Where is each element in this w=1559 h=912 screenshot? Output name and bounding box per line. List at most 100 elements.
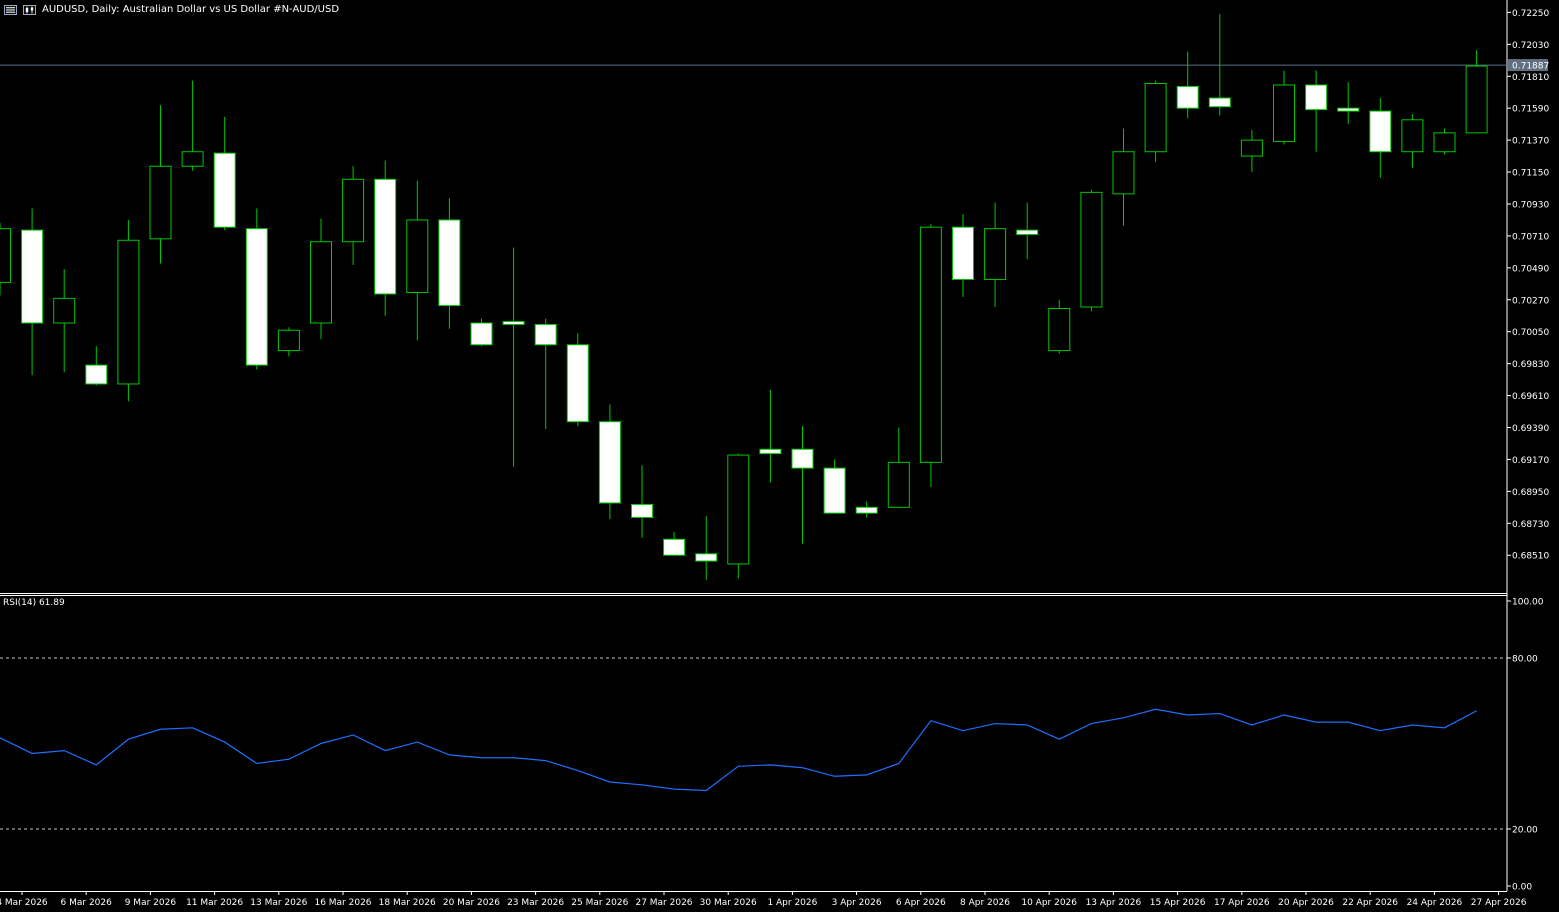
candle-body[interactable]: [566, 344, 589, 423]
rsi-line: [0, 708, 1477, 792]
candle-body[interactable]: [631, 503, 653, 518]
price-axis-label: 0.69390: [1512, 424, 1549, 434]
time-axis-label: 15 Apr 2026: [1150, 898, 1206, 908]
price-axis-label: 0.70050: [1512, 328, 1549, 338]
time-axis-label: 24 Apr 2026: [1407, 898, 1463, 908]
price-axis-label: 0.71810: [1512, 73, 1549, 83]
candle-body[interactable]: [823, 467, 846, 514]
rsi-axis-label: 20.00: [1512, 826, 1538, 836]
price-axis-label: 0.69170: [1512, 456, 1549, 466]
candle-body[interactable]: [855, 506, 878, 514]
candle-body[interactable]: [598, 421, 621, 504]
price-axis-label: 0.69830: [1512, 360, 1549, 370]
candle-body[interactable]: [245, 228, 268, 366]
time-axis-label: 27 Apr 2026: [1471, 898, 1527, 908]
time-axis-label: 22 Apr 2026: [1342, 898, 1398, 908]
candle-body[interactable]: [53, 297, 76, 324]
time-axis-label: 8 Apr 2026: [960, 898, 1010, 908]
time-axis-label: 1 Apr 2026: [767, 898, 817, 908]
candle-body[interactable]: [21, 229, 44, 324]
symbol-title: AUDUSD, Daily: Australian Dollar vs US D…: [42, 4, 340, 15]
candle-body[interactable]: [181, 151, 204, 167]
price-axis-label: 0.71590: [1512, 105, 1549, 115]
price-axis-label: 0.70490: [1512, 264, 1549, 274]
candle-body[interactable]: [117, 239, 140, 385]
candle-body[interactable]: [759, 448, 782, 455]
candle-body[interactable]: [85, 364, 108, 385]
candle-body[interactable]: [149, 165, 172, 240]
candle-body[interactable]: [791, 448, 814, 469]
candle-body[interactable]: [1305, 84, 1328, 111]
current-price-label: 0.71887: [1512, 62, 1549, 72]
price-axis-label: 0.70710: [1512, 232, 1549, 242]
candle-body[interactable]: [984, 228, 1007, 280]
candle-body[interactable]: [502, 321, 525, 325]
candle-body[interactable]: [1433, 132, 1456, 153]
rsi-axis-label: 100.00: [1512, 598, 1544, 608]
time-axis-label: 10 Apr 2026: [1021, 898, 1077, 908]
candle-body[interactable]: [727, 454, 750, 565]
candle-body[interactable]: [1048, 307, 1071, 352]
candle-body[interactable]: [663, 538, 686, 556]
window-menu-icon[interactable]: [4, 4, 17, 15]
current-price-tag: [1508, 59, 1548, 72]
candle-body[interactable]: [1080, 191, 1103, 308]
candle-body[interactable]: [887, 461, 910, 508]
candle-body[interactable]: [213, 152, 236, 228]
candle-body[interactable]: [695, 553, 718, 562]
candle-body[interactable]: [1273, 84, 1295, 143]
price-axis-label: 0.69610: [1512, 392, 1549, 402]
time-axis-label: 16 Mar 2026: [314, 898, 371, 908]
price-axis-label: 0.71370: [1512, 137, 1549, 147]
candle-body[interactable]: [1337, 107, 1360, 112]
chart-header: AUDUSD, Daily: Australian Dollar vs US D…: [4, 4, 339, 15]
price-axis-label: 0.70270: [1512, 296, 1549, 306]
candle-body[interactable]: [1208, 97, 1231, 108]
time-axis-label: 20 Apr 2026: [1278, 898, 1334, 908]
candle-body[interactable]: [1176, 85, 1199, 109]
candle-body[interactable]: [438, 219, 461, 307]
candlestick-chart-icon[interactable]: [23, 4, 36, 15]
time-axis-label: 9 Mar 2026: [125, 898, 177, 908]
price-axis-label: 0.72030: [1512, 41, 1549, 51]
time-axis-label: 18 Mar 2026: [379, 898, 436, 908]
time-axis-label: 6 Apr 2026: [896, 898, 946, 908]
time-axis-label: 6 Mar 2026: [61, 898, 113, 908]
time-axis-label: 4 Mar 2026: [0, 898, 48, 908]
candle-body[interactable]: [1144, 83, 1167, 153]
price-axis-label: 0.68730: [1512, 520, 1549, 530]
candle-body[interactable]: [342, 178, 365, 243]
time-axis-label: 3 Apr 2026: [832, 898, 882, 908]
time-axis-label: 13 Mar 2026: [250, 898, 307, 908]
time-axis-label: 13 Apr 2026: [1086, 898, 1142, 908]
time-axis-label: 27 Mar 2026: [635, 898, 692, 908]
rsi-axis-label: 80.00: [1512, 655, 1538, 665]
candle-body[interactable]: [277, 329, 300, 352]
time-axis-label: 17 Apr 2026: [1214, 898, 1270, 908]
rsi-axis-label: 0.00: [1512, 883, 1532, 893]
candle-body[interactable]: [470, 322, 493, 346]
price-axis-label: 0.68950: [1512, 488, 1549, 498]
candle-body[interactable]: [374, 178, 397, 295]
price-axis-label: 0.68510: [1512, 552, 1549, 562]
candle-body[interactable]: [1240, 139, 1263, 157]
candle-body[interactable]: [534, 323, 557, 346]
time-axis-label: 20 Mar 2026: [443, 898, 500, 908]
rsi-label: RSI(14) 61.89: [3, 598, 65, 608]
candle-body[interactable]: [310, 241, 332, 324]
candle-body[interactable]: [1465, 65, 1488, 134]
candle-body[interactable]: [1016, 229, 1039, 235]
candle-body[interactable]: [919, 226, 942, 463]
candle-body[interactable]: [0, 228, 11, 283]
time-axis-label: 25 Mar 2026: [571, 898, 628, 908]
time-axis-label: 11 Mar 2026: [186, 898, 243, 908]
time-axis-label: 23 Mar 2026: [507, 898, 564, 908]
price-axis-label: 0.72250: [1512, 9, 1549, 19]
candle-body[interactable]: [952, 226, 974, 280]
candle-body[interactable]: [1369, 110, 1392, 153]
candle-body[interactable]: [406, 219, 429, 294]
price-axis-label: 0.71150: [1512, 169, 1549, 179]
candle-body[interactable]: [1112, 151, 1135, 195]
candle-body[interactable]: [1401, 119, 1424, 153]
